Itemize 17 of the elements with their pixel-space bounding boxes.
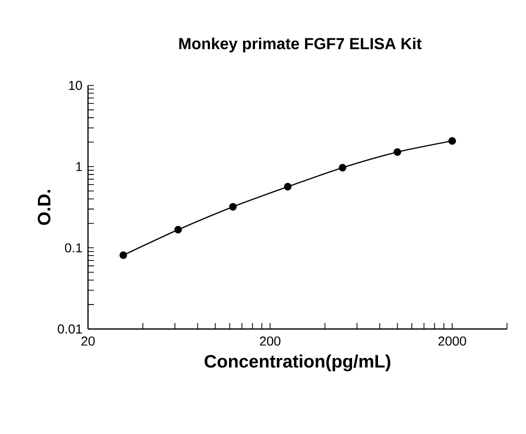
- x-tick-label: 200: [260, 336, 280, 346]
- point: [229, 202, 237, 211]
- chart-title: Monkey primate FGF7 ELISA Kit: [179, 38, 422, 52]
- point: [174, 226, 182, 234]
- x-tick-label: 20: [81, 336, 95, 346]
- y-tick-label: 0.01: [58, 324, 82, 334]
- point: [448, 137, 456, 145]
- x-axis-title: Concentration(pg/mL): [204, 354, 390, 372]
- y-tick-label: 10: [69, 80, 82, 90]
- point: [120, 251, 128, 260]
- point: [338, 164, 346, 172]
- point: [284, 182, 292, 191]
- point: [394, 148, 402, 156]
- y-tick-label: 0.1: [64, 243, 82, 252]
- y-tick-label: 1: [76, 162, 82, 172]
- x-tick-label: 2000: [438, 336, 466, 346]
- y-axis-title: O.D.: [38, 190, 50, 225]
